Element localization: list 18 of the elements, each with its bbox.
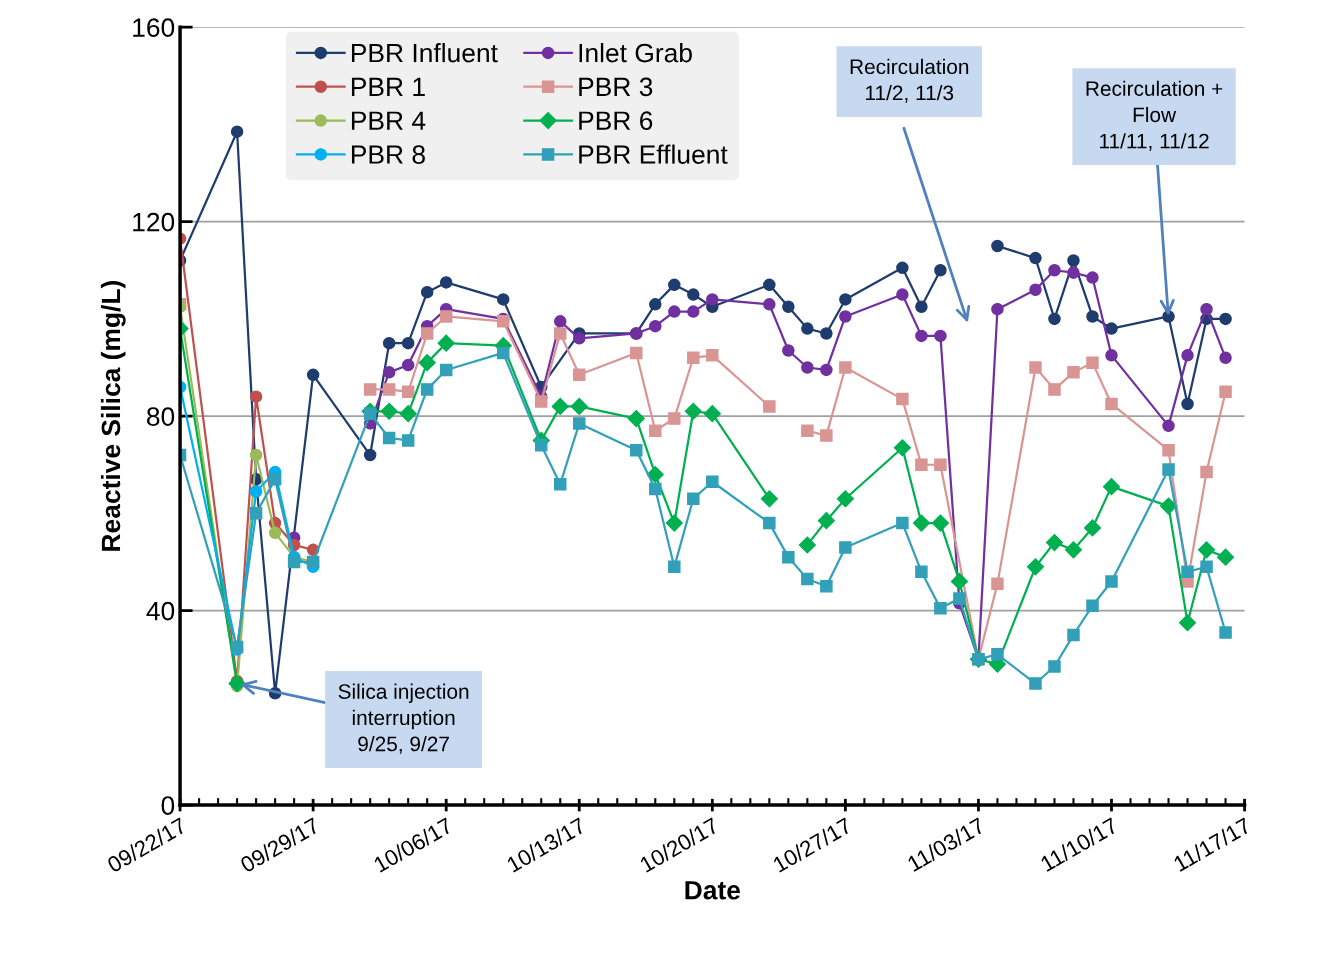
legend-label: PBR Influent [351,42,498,63]
legend-label: PBR 6 [579,111,653,131]
x-axis-title: Date [685,881,741,900]
y-tick-label: 80 [147,407,175,426]
y-tick-label: 0 [161,796,175,815]
annotation: Recirculation 11/2, 11/3 [850,58,969,103]
annotation: Silica injection interruption 9/25, 9/27 [338,683,469,754]
annotation: Recirculation + Flow 11/11, 11/12 [1086,80,1223,151]
y-tick-label: 160 [133,18,175,37]
y-axis-title: Reactive Silica (mg/L) [100,281,126,551]
legend-label: PBR 8 [351,145,425,164]
legend-label: PBR 1 [351,77,425,96]
legend-label: PBR 3 [579,77,653,97]
legend-label: PBR 4 [351,111,426,130]
legend-label: Inlet Grab [579,42,692,63]
legend-label: PBR Effluent [579,144,728,164]
y-tick-label: 40 [146,601,175,621]
y-tick-label: 120 [133,212,175,232]
